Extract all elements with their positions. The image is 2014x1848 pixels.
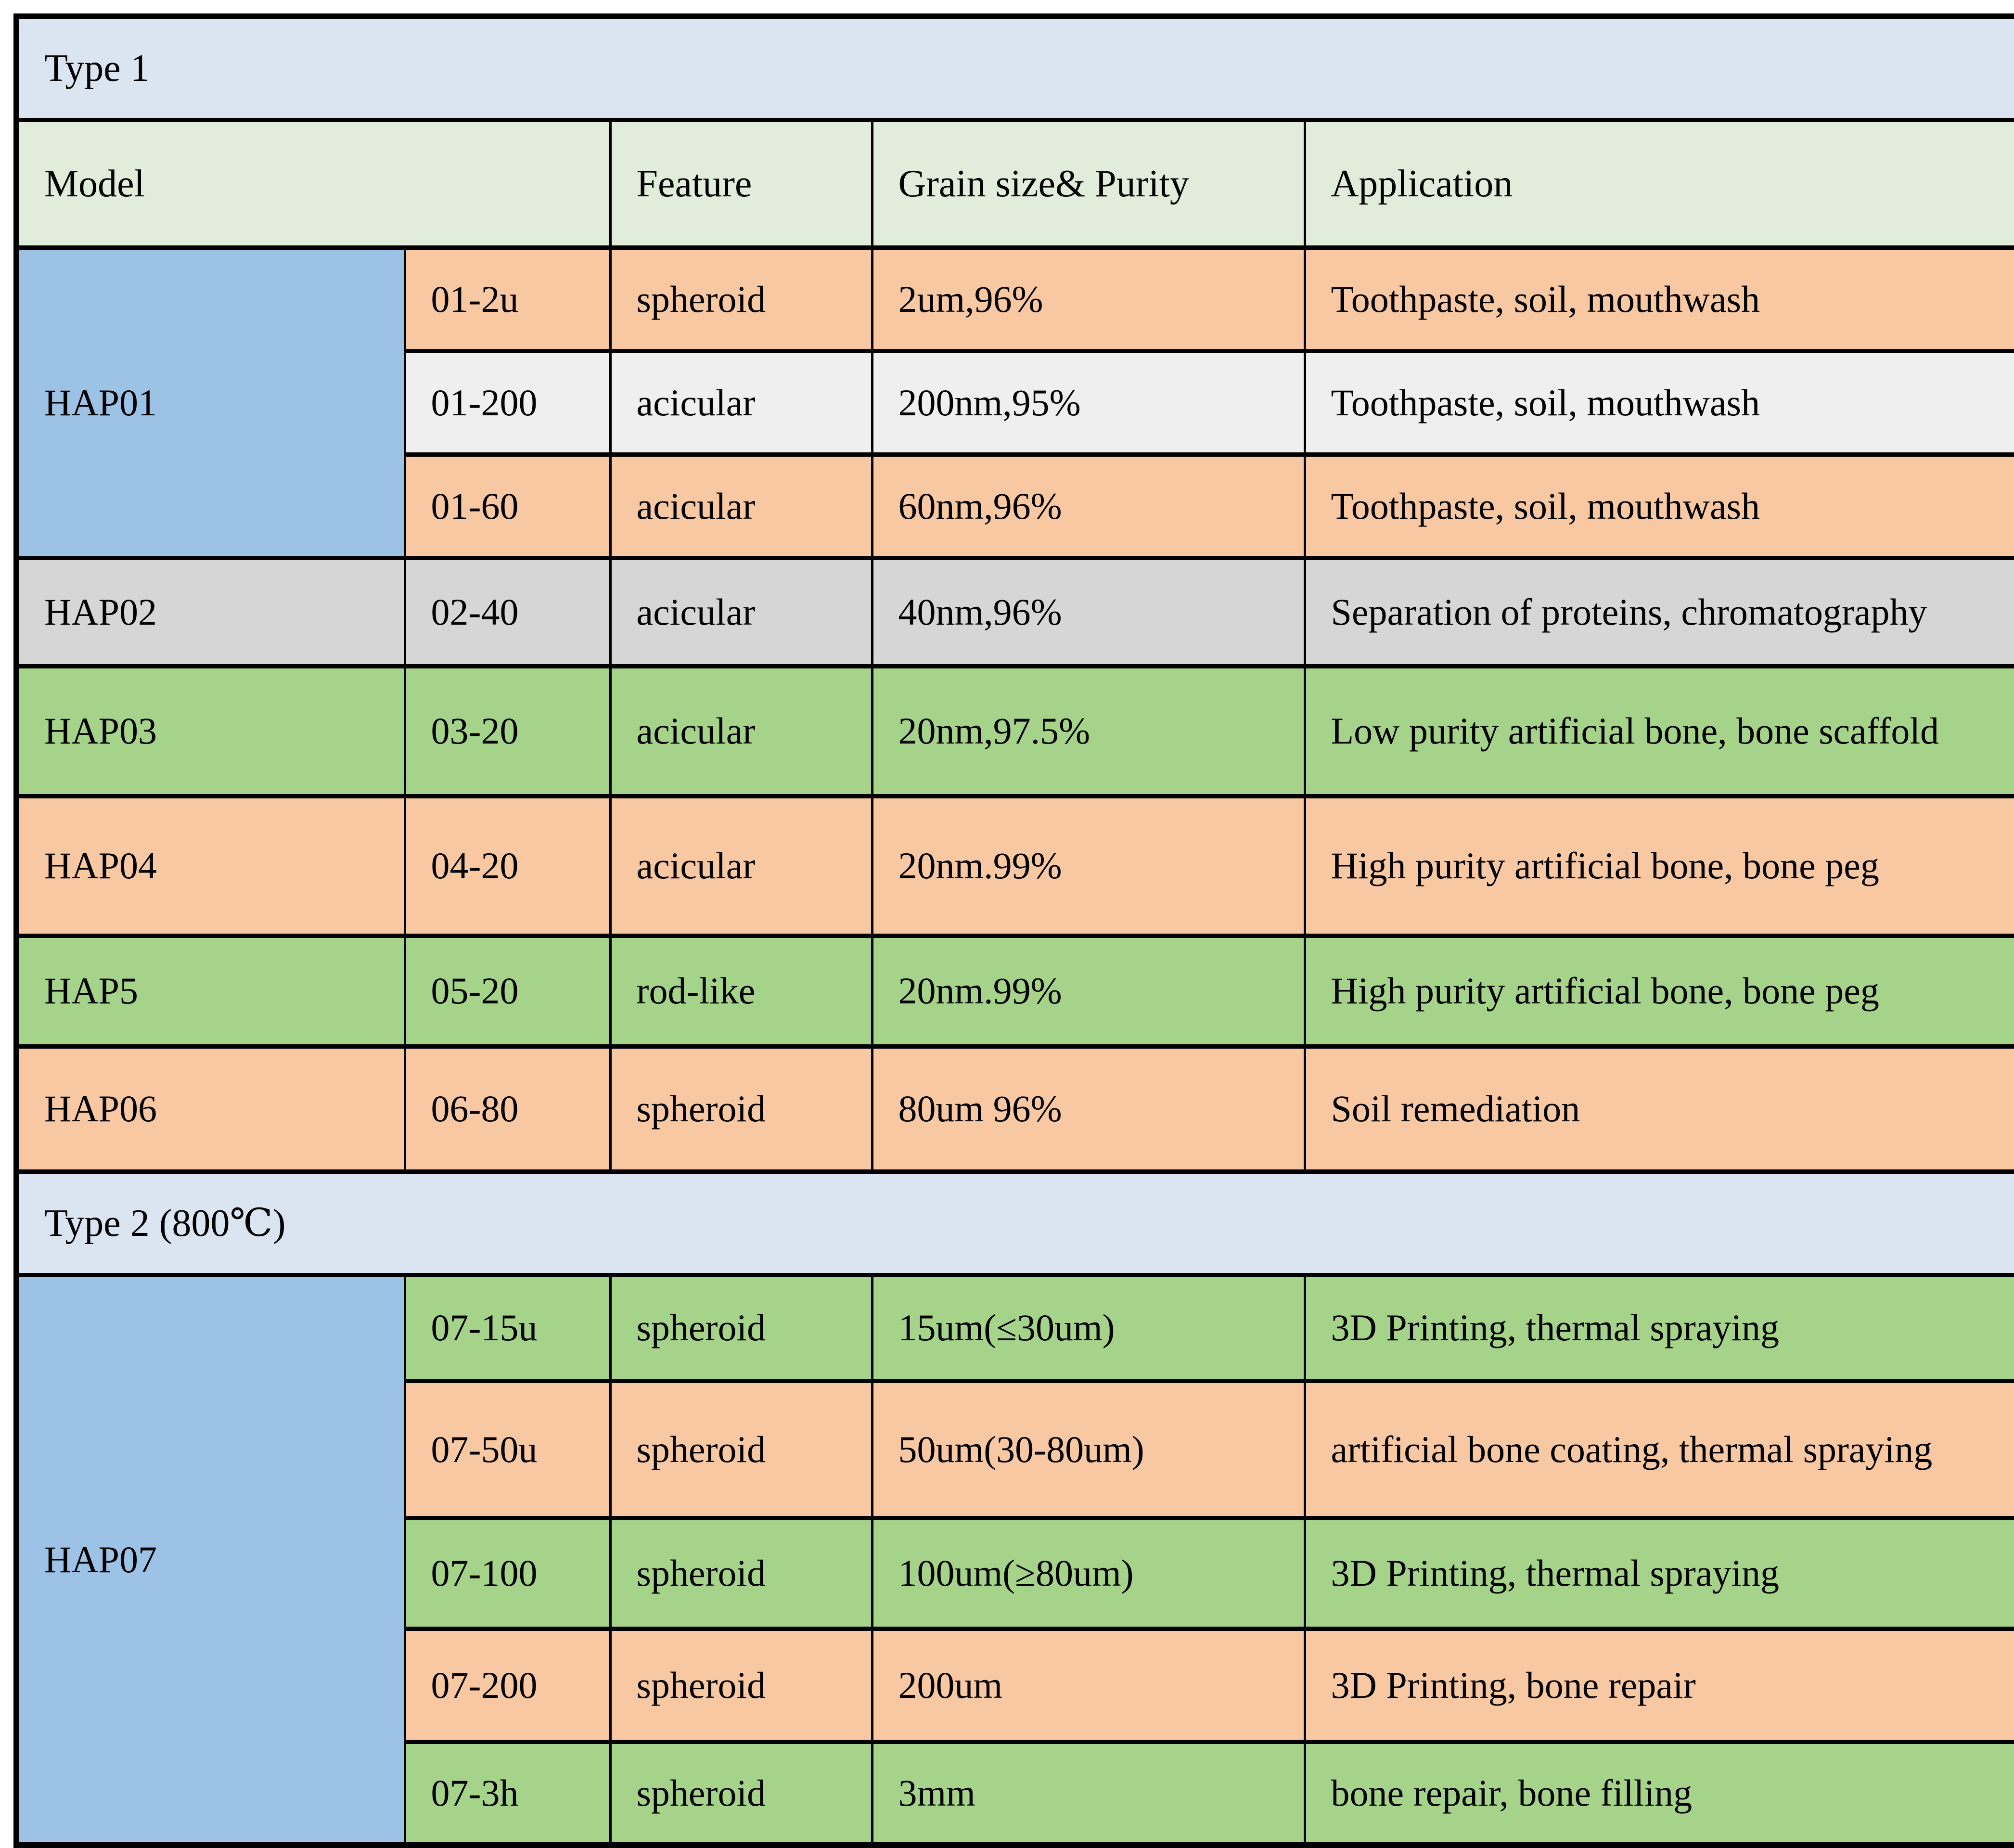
submodel-cell: 01-2u bbox=[403, 245, 612, 353]
model-cell: HAP04 bbox=[15, 794, 406, 938]
feature-cell: spheroid bbox=[609, 1378, 873, 1520]
submodel-cell: 07-100 bbox=[403, 1515, 612, 1631]
table-row: HAP02 02-40 acicular 40nm,96% Separation of … bbox=[15, 555, 2014, 668]
model-cell: HAP06 bbox=[15, 1044, 406, 1174]
table-row: HAP04 04-20 acicular 20nm.99% High purity ar… bbox=[15, 794, 2014, 938]
product-spec-table: Type 1 Model Feature Grain size& Purity Appl… bbox=[13, 13, 2014, 1848]
feature-cell: spheroid bbox=[609, 1044, 873, 1174]
table-row: HAP01 01-2u spheroid 2um,96% Toothpaste, soi… bbox=[15, 245, 2014, 560]
grain-cell: 40nm,96% bbox=[871, 555, 1306, 668]
model-cell: HAP07 bbox=[15, 1272, 406, 1848]
feature-cell: acicular bbox=[609, 664, 873, 798]
table-row: HAP06 06-80 spheroid 80um 96% Soil remediati… bbox=[15, 1044, 2014, 1174]
application-cell: Toothpaste, soil, mouthwash bbox=[1303, 452, 2014, 560]
section-title: Type 1 bbox=[15, 14, 2014, 122]
feature-cell: spheroid bbox=[609, 245, 873, 353]
table-row: 07-200 spheroid 200um 3D Printing, bone rep… bbox=[16, 1626, 2014, 1744]
section-row: Type 1 bbox=[15, 14, 2014, 122]
col-header-grain: Grain size& Purity bbox=[871, 117, 1306, 250]
application-cell: Low purity artificial bone, bone scaffol… bbox=[1303, 664, 2014, 798]
application-cell: Soil remediation bbox=[1303, 1044, 2014, 1174]
section-row: Type 2 (800℃) bbox=[15, 1169, 2014, 1277]
application-cell: artificial bone coating, thermal sprayin… bbox=[1303, 1378, 2014, 1520]
application-cell: Separation of proteins, chromatography bbox=[1303, 555, 2014, 668]
model-cell: HAP01 bbox=[15, 245, 406, 560]
col-header-model: Model bbox=[15, 117, 612, 250]
submodel-cell: 07-200 bbox=[403, 1626, 612, 1744]
table-row: 07-100 spheroid 100um(≥80um) 3D Printing, t… bbox=[16, 1515, 2014, 1631]
model-cell: HAP5 bbox=[15, 933, 406, 1049]
application-cell: 3D Printing, bone repair bbox=[1303, 1626, 2014, 1744]
submodel-cell: 01-60 bbox=[403, 452, 612, 560]
submodel-cell: 03-20 bbox=[403, 664, 612, 798]
section-title: Type 2 (800℃) bbox=[15, 1169, 2014, 1277]
submodel-cell: 07-3h bbox=[403, 1739, 612, 1848]
model-cell: HAP02 bbox=[15, 555, 406, 668]
grain-cell: 200nm,95% bbox=[871, 348, 1306, 457]
application-cell: High purity artificial bone, bone peg bbox=[1303, 794, 2014, 938]
submodel-cell: 07-50u bbox=[403, 1378, 612, 1520]
feature-cell: rod-like bbox=[609, 933, 873, 1049]
submodel-cell: 06-80 bbox=[403, 1044, 612, 1174]
col-header-application: Application bbox=[1303, 117, 2014, 250]
table-row: HAP5 05-20 rod-like 20nm.99% High purity art… bbox=[15, 933, 2014, 1049]
application-cell: Toothpaste, soil, mouthwash bbox=[1303, 348, 2014, 457]
grain-cell: 50um(30-80um) bbox=[871, 1378, 1306, 1520]
feature-cell: spheroid bbox=[609, 1515, 873, 1631]
feature-cell: acicular bbox=[609, 348, 873, 457]
spec-table-body: Type 1 Model Feature Grain size& Purity Appl… bbox=[15, 14, 2014, 1848]
grain-cell: 20nm,97.5% bbox=[871, 664, 1306, 798]
feature-cell: acicular bbox=[609, 555, 873, 668]
table-row: HAP07 07-15u spheroid 15um(≤30um) 3D Printin… bbox=[15, 1272, 2014, 1848]
feature-cell: acicular bbox=[609, 794, 873, 938]
submodel-cell: 01-200 bbox=[403, 348, 612, 457]
grain-cell: 15um(≤30um) bbox=[871, 1272, 1306, 1383]
application-cell: 3D Printing, thermal spraying bbox=[1303, 1515, 2014, 1631]
submodel-cell: 02-40 bbox=[403, 555, 612, 668]
grain-cell: 80um 96% bbox=[871, 1044, 1306, 1174]
table-row: HAP03 03-20 acicular 20nm,97.5% Low purity a… bbox=[15, 664, 2014, 798]
grain-cell: 60nm,96% bbox=[871, 452, 1306, 560]
model-cell: HAP03 bbox=[15, 664, 406, 798]
feature-cell: spheroid bbox=[609, 1272, 873, 1383]
grain-cell: 3mm bbox=[871, 1739, 1306, 1848]
col-header-feature: Feature bbox=[609, 117, 873, 250]
submodel-cell: 04-20 bbox=[403, 794, 612, 938]
application-cell: 3D Printing, thermal spraying bbox=[1303, 1272, 2014, 1383]
table-row: 07-50u spheroid 50um(30-80um) artificial bo… bbox=[16, 1378, 2014, 1520]
application-cell: High purity artificial bone, bone peg bbox=[1303, 933, 2014, 1049]
grain-cell: 100um(≥80um) bbox=[871, 1515, 1306, 1631]
application-cell: bone repair, bone filling bbox=[1303, 1739, 2014, 1848]
table-row: 01-200 acicular 200nm,95% Toothpaste, soil,… bbox=[16, 348, 2014, 457]
feature-cell: spheroid bbox=[609, 1626, 873, 1744]
grain-cell: 2um,96% bbox=[871, 245, 1306, 353]
submodel-cell: 05-20 bbox=[403, 933, 612, 1049]
application-cell: Toothpaste, soil, mouthwash bbox=[1303, 245, 2014, 353]
column-header-row: Model Feature Grain size& Purity Applicatio… bbox=[15, 117, 2014, 250]
feature-cell: spheroid bbox=[609, 1739, 873, 1848]
submodel-cell: 07-15u bbox=[403, 1272, 612, 1383]
feature-cell: acicular bbox=[609, 452, 873, 560]
grain-cell: 20nm.99% bbox=[871, 933, 1306, 1049]
grain-cell: 200um bbox=[871, 1626, 1306, 1744]
table-row: 01-60 acicular 60nm,96% Toothpaste, soil, m… bbox=[16, 452, 2014, 560]
grain-cell: 20nm.99% bbox=[871, 794, 1306, 938]
